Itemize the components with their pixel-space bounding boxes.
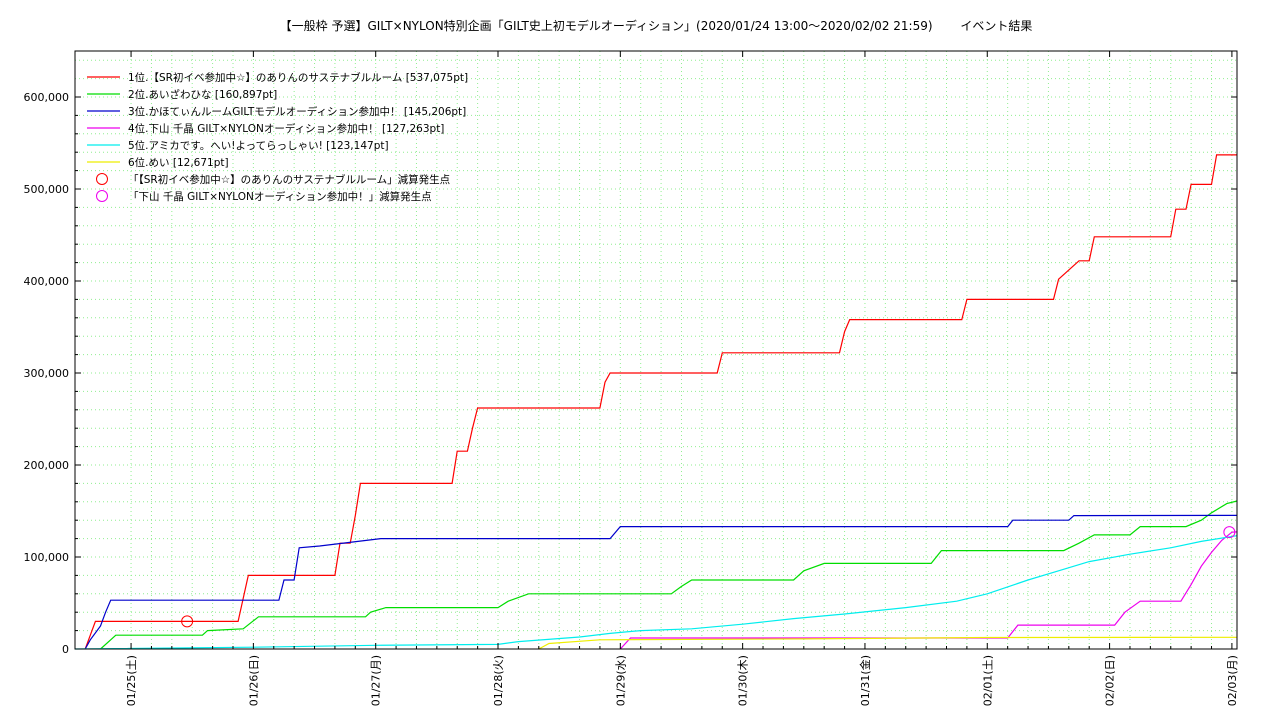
legend-label-2: 2位.あいざわひな [160,897pt] [128,88,277,101]
legend-marker-label-1: 「【SR初イベ参加中☆】のありんのサステナブルルーム」減算発生点 [128,173,450,186]
legend-label-3: 3位.かほてぃんルームGILTモデルオーディション参加中！ [145,206pt… [128,105,466,118]
x-tick-label: 01/26(日) [247,655,260,706]
y-tick-label: 600,000 [24,91,70,104]
axis-ticks: 0 100,000 200,000 300,000 400,000 500,000 600,… [24,51,1239,706]
x-tick-label: 01/30(木) [737,655,750,706]
legend-marker-2 [96,190,108,202]
legend-label-1: 1位.【SR初イベ参加中☆】のありんのサステナブルルーム [537,075pt] [128,71,468,84]
x-tick-label: 01/27(月) [370,655,383,706]
reduction-marker-2 [1223,526,1236,539]
series-line-4 [619,531,1238,650]
x-tick-label: 01/25(土) [125,655,138,706]
series-lines [74,154,1238,650]
legend-marker-1 [96,173,108,185]
series-line-3 [84,514,1238,650]
series-line-6 [538,636,1238,650]
reduction-markers [181,526,1236,628]
plot-frame [74,50,1238,650]
y-tick-label: 100,000 [24,551,70,564]
y-tick-label: 400,000 [24,275,70,288]
y-tick-label: 200,000 [24,459,70,472]
x-tick-label: 02/01(土) [981,655,994,706]
legend-label-4: 4位.下山 千晶 GILT×NYLONオーディション参加中！ [127,263p… [128,122,444,135]
y-tick-label: 0 [62,643,69,656]
legend-label-5: 5位.アミカです。へい!よってらっしゃい! [123,147pt] [128,139,389,152]
x-tick-label: 02/03(月) [1226,655,1239,706]
reduction-marker-1 [181,615,194,628]
y-tick-label: 500,000 [24,183,70,196]
x-tick-label: 01/28(火) [492,655,505,706]
series-line-2 [100,500,1238,650]
legend: 1位.【SR初イベ参加中☆】のありんのサステナブルルーム [537,075pt]… [87,71,468,203]
legend-marker-label-2: 「下山 千晶 GILT×NYLONオーディション参加中！」減算発生点 [128,190,432,203]
series-line-1 [84,154,1237,650]
series-line-5 [74,535,1238,650]
legend-label-6: 6位.めい [12,671pt] [128,156,229,169]
x-tick-label: 01/29(水) [614,655,627,706]
x-tick-label: 01/31(金) [858,655,872,706]
x-tick-label: 02/02(日) [1104,655,1117,706]
y-tick-label: 300,000 [24,367,70,380]
chart-title: 【一般枠 予選】GILT×NYLON特別企画「GILT史上初モデルオーディション… [280,18,1033,33]
